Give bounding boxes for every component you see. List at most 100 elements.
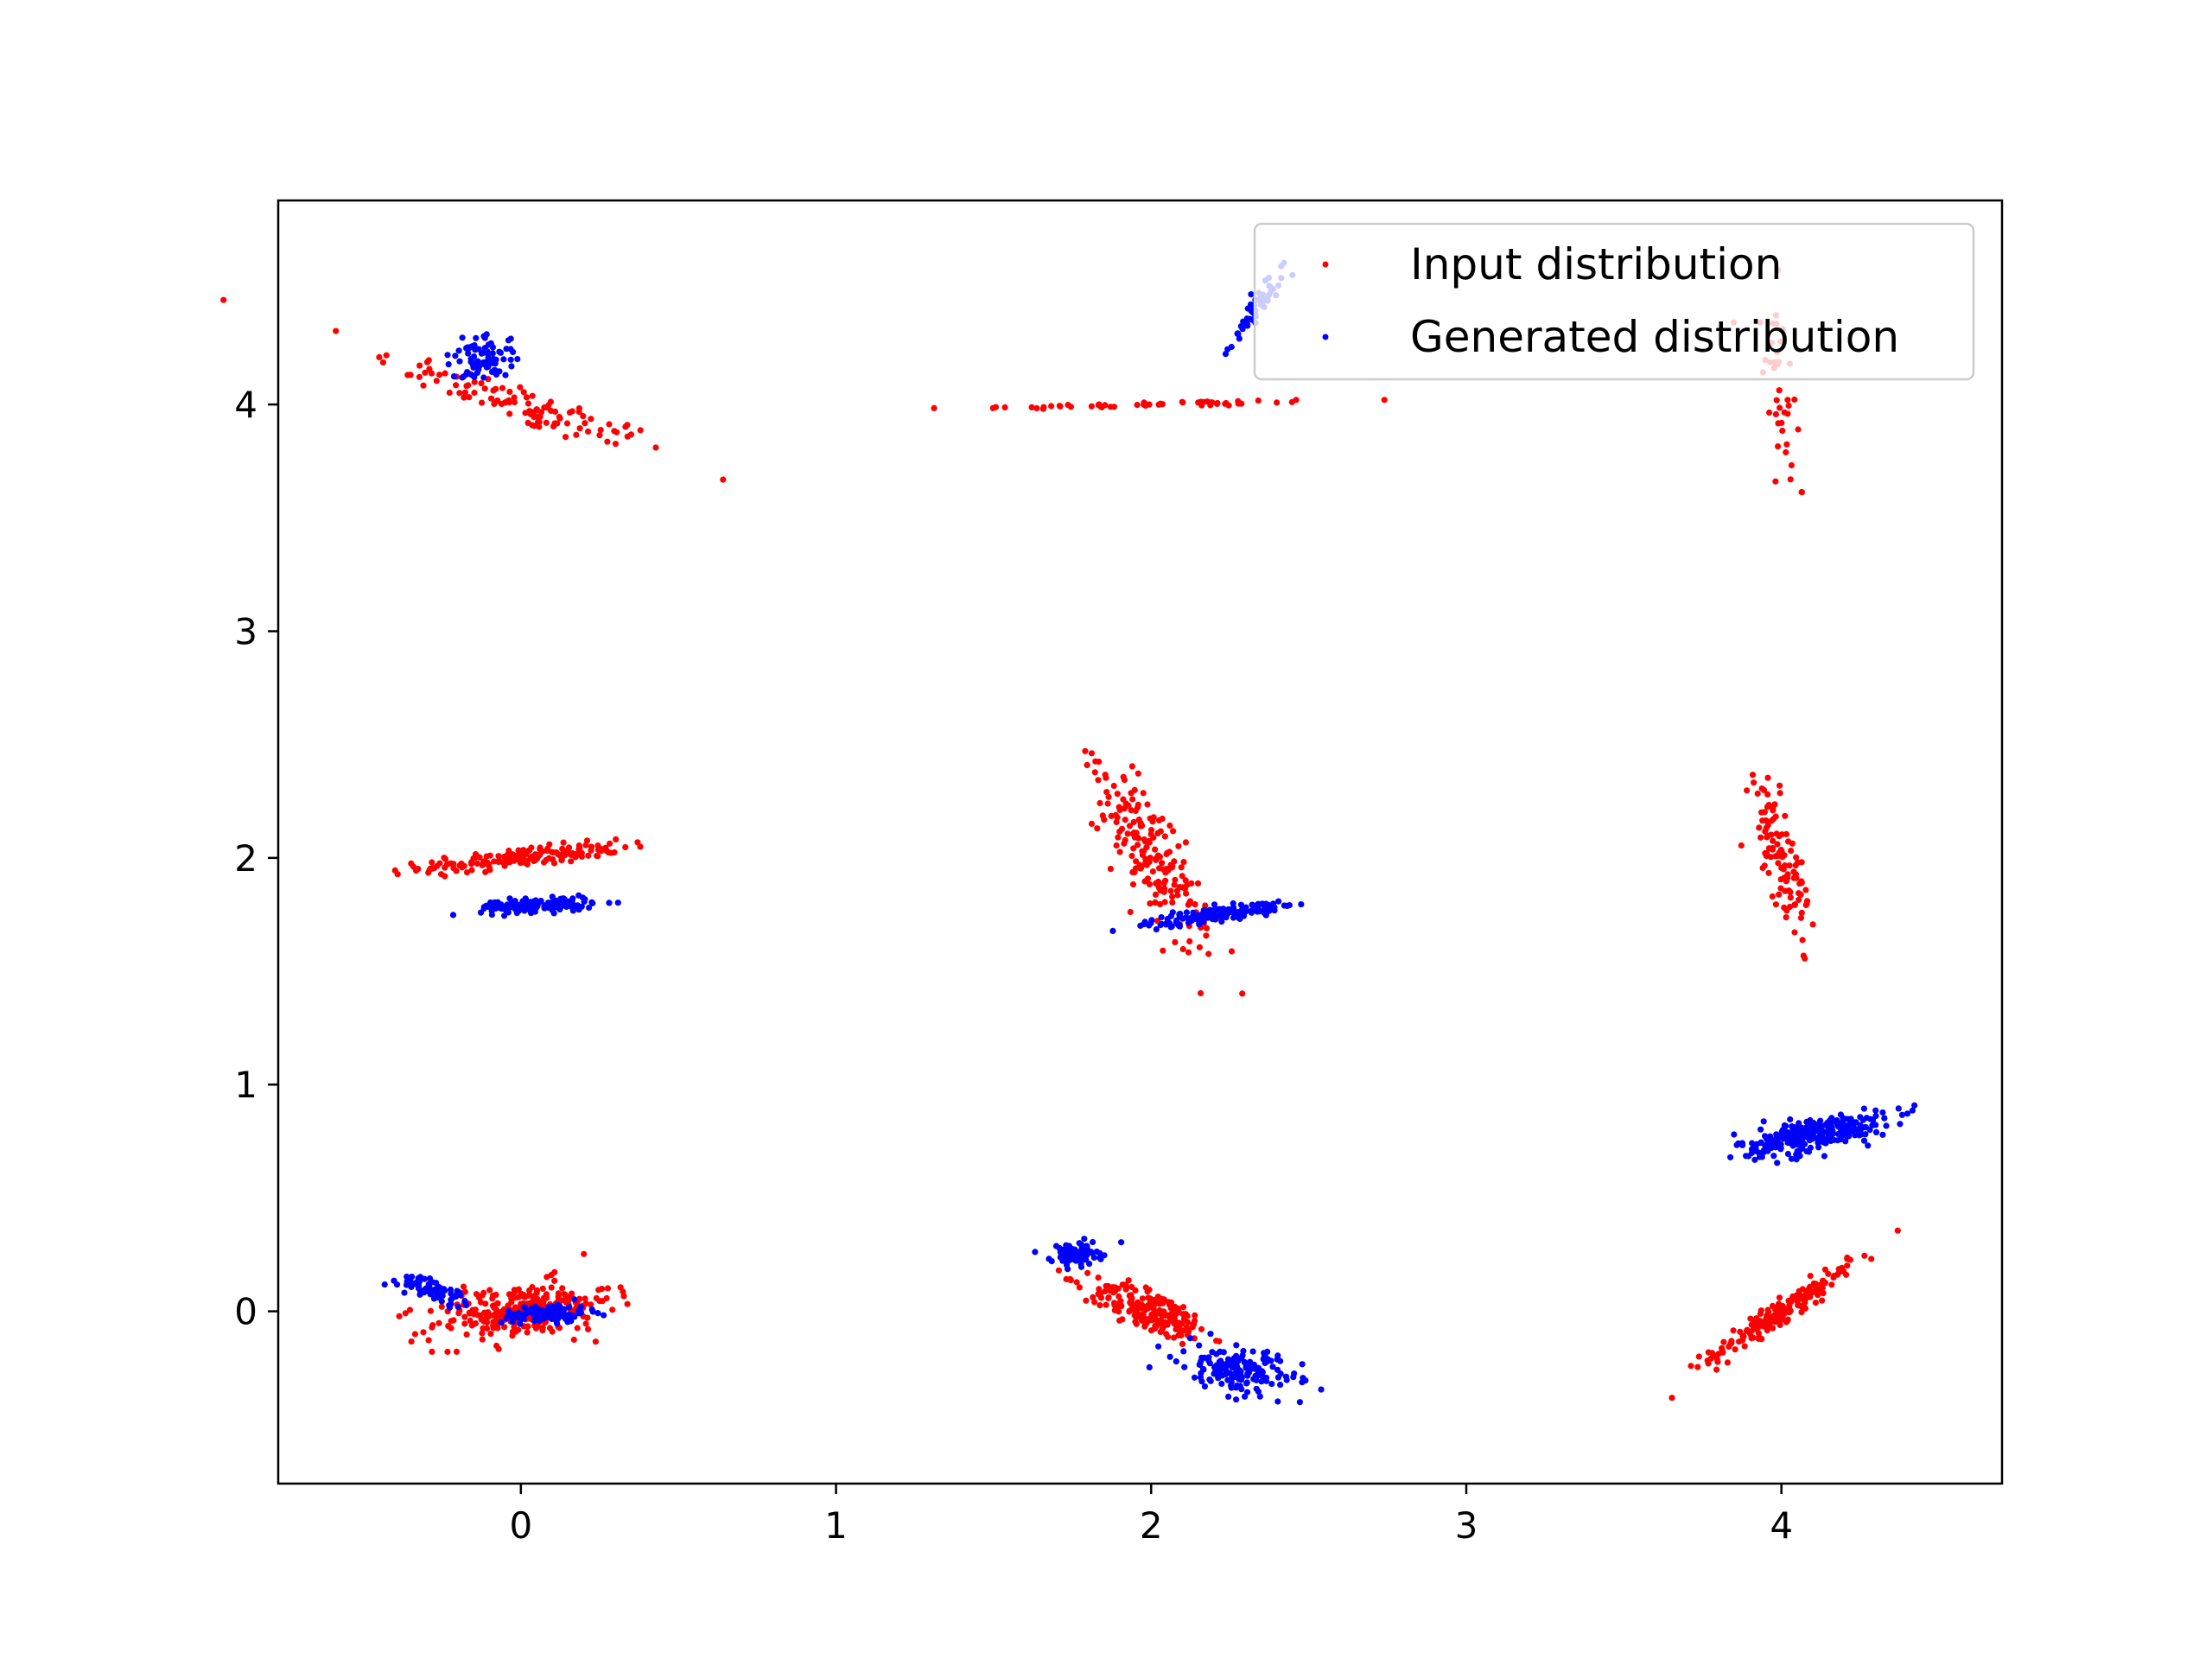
- input-point-4-104: [1153, 855, 1160, 861]
- input-point-5-108: [1809, 921, 1816, 928]
- input-point-2-15: [1772, 478, 1779, 485]
- input-point-5-98: [1778, 848, 1785, 855]
- generated-point-3-13: [1275, 898, 1282, 905]
- input-point-7-83: [1095, 1274, 1102, 1281]
- input-point-6-239: [429, 1324, 435, 1331]
- input-point-4-15: [1152, 891, 1160, 898]
- input-point-3-167: [611, 849, 618, 856]
- x-tick-label-1: 1: [824, 1504, 848, 1547]
- generated-point-5-52: [447, 1286, 454, 1294]
- generated-point-3-135: [1197, 912, 1205, 919]
- input-point-4-182: [1194, 880, 1202, 887]
- input-point-3-123: [544, 845, 551, 852]
- input-point-0-108: [465, 382, 472, 389]
- generated-point-3-154: [1248, 907, 1255, 914]
- generated-point-6-43: [554, 1301, 561, 1308]
- input-point-2-11: [1795, 426, 1802, 433]
- input-point-4-7: [1127, 908, 1134, 916]
- generated-point-2-121: [480, 904, 487, 911]
- input-point-8-148: [1724, 1359, 1731, 1366]
- input-point-4-137: [1120, 796, 1127, 803]
- generated-point-3-107: [1167, 912, 1174, 919]
- input-point-5-87: [1769, 893, 1776, 900]
- generated-point-3-157: [1230, 910, 1237, 917]
- input-point-4-124: [1103, 789, 1110, 796]
- generated-point-6-90: [548, 1313, 555, 1320]
- input-point-6-182: [427, 1307, 434, 1314]
- generated-point-6-108: [559, 1312, 566, 1319]
- input-point-5-82: [1777, 782, 1783, 789]
- generated-point-6-95: [505, 1308, 512, 1315]
- generated-point-4-225: [1846, 1133, 1853, 1140]
- input-point-8-117: [1839, 1264, 1846, 1271]
- input-point-6-87: [411, 1331, 418, 1338]
- generated-point-4-271: [1858, 1125, 1865, 1132]
- generated-point-2-143: [566, 902, 573, 909]
- input-point-1-41: [989, 404, 996, 411]
- input-point-3-92: [515, 847, 522, 854]
- input-point-3-164: [520, 859, 527, 866]
- input-point-8-62: [1828, 1281, 1835, 1288]
- generated-point-8-131: [1223, 1366, 1230, 1373]
- generated-point-7-59: [1052, 1243, 1060, 1249]
- input-point-4-109: [1160, 880, 1167, 887]
- input-point-7-44: [1055, 1267, 1062, 1274]
- input-point-8-136: [1795, 1302, 1802, 1309]
- input-point-4-179: [1135, 817, 1142, 823]
- input-point-8-112: [1669, 1395, 1675, 1402]
- generated-point-4-270: [1838, 1124, 1845, 1132]
- input-point-4-92: [1122, 836, 1128, 844]
- input-point-6-257: [512, 1288, 518, 1295]
- input-point-4-154: [1172, 938, 1179, 945]
- generated-point-5-54: [404, 1278, 410, 1285]
- input-point-4-175: [1176, 884, 1183, 891]
- input-point-3-29: [588, 847, 594, 854]
- generated-point-6-103: [552, 1313, 560, 1320]
- input-point-0-76: [550, 423, 557, 430]
- generated-point-6-71: [522, 1305, 529, 1312]
- generated-point-0-75: [496, 368, 503, 375]
- input-point-5-2: [1798, 909, 1805, 916]
- input-point-5-109: [1791, 901, 1798, 908]
- input-point-6-71: [609, 1306, 616, 1313]
- input-point-4-69: [1141, 836, 1147, 843]
- input-point-4-17: [1179, 873, 1185, 880]
- generated-point-4-206: [1767, 1133, 1774, 1140]
- generated-point-4-199: [1762, 1142, 1769, 1149]
- generated-point-3-150: [1218, 918, 1225, 925]
- generated-point-8-154: [1205, 1354, 1212, 1361]
- input-point-6-189: [551, 1277, 558, 1284]
- input-point-4-155: [1157, 887, 1164, 894]
- input-point-8-149: [1806, 1283, 1814, 1290]
- generated-point-4-197: [1852, 1132, 1859, 1139]
- input-point-3-156: [495, 853, 502, 860]
- generated-point-3-62: [1298, 901, 1305, 908]
- input-point-5-61: [1738, 842, 1745, 849]
- generated-point-8-115: [1225, 1393, 1232, 1400]
- input-point-5-101: [1788, 848, 1795, 855]
- input-point-6-90: [539, 1325, 546, 1332]
- generated-point-4-175: [1788, 1155, 1795, 1162]
- generated-point-1-47: [1248, 291, 1255, 298]
- generated-point-4-108: [1911, 1102, 1918, 1109]
- input-point-4-3: [1130, 818, 1137, 826]
- input-point-0-72: [612, 441, 620, 448]
- input-point-3-97: [468, 867, 475, 874]
- input-point-0-102: [580, 413, 587, 420]
- generated-point-7-8: [1048, 1258, 1055, 1265]
- generated-point-3-138: [1217, 912, 1224, 919]
- generated-point-8-158: [1242, 1393, 1249, 1400]
- generated-point-8-63: [1239, 1352, 1246, 1359]
- generated-point-8-25: [1274, 1398, 1281, 1405]
- generated-point-4-74: [1731, 1131, 1738, 1138]
- input-point-0-41: [637, 427, 644, 434]
- input-point-0-91: [544, 404, 551, 411]
- input-point-7-101: [1170, 1334, 1178, 1341]
- input-point-4-89: [1146, 880, 1154, 887]
- generated-point-0-25: [459, 334, 466, 341]
- input-point-4-174: [1179, 945, 1186, 953]
- input-point-4-172: [1185, 901, 1192, 908]
- generated-point-2-147: [506, 895, 513, 902]
- generated-point-4-279: [1769, 1141, 1776, 1148]
- input-point-7-185: [1090, 1294, 1096, 1300]
